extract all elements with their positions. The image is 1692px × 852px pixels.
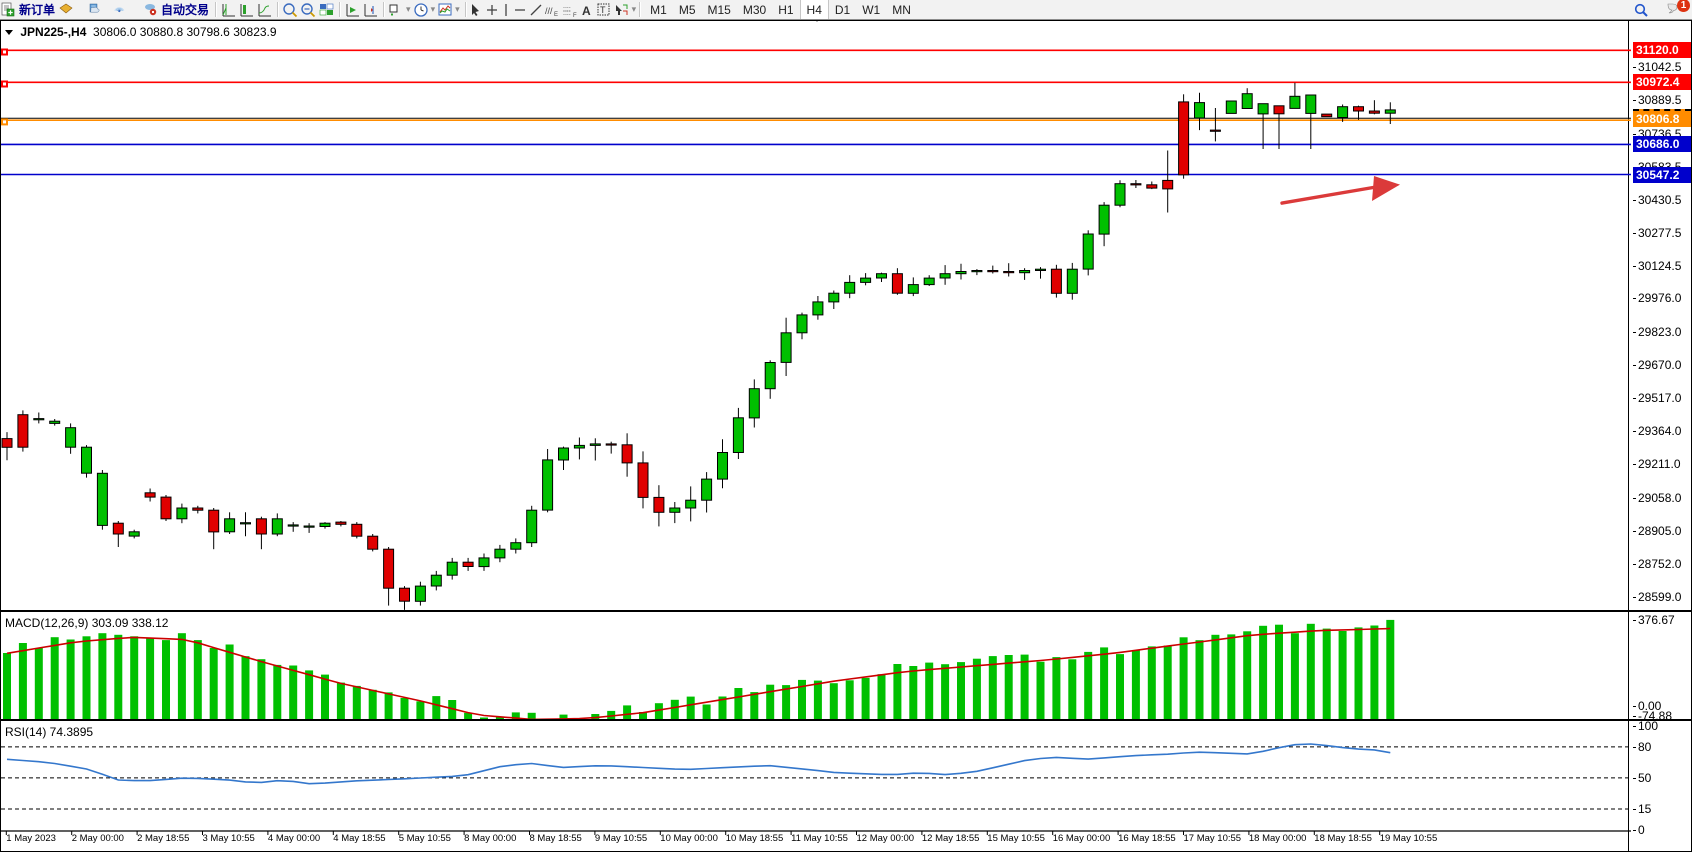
svg-text:F: F: [573, 13, 577, 18]
svg-text:::::: ::::: [563, 10, 571, 17]
svg-text:T: T: [600, 5, 606, 15]
svg-text:A: A: [582, 4, 591, 18]
svg-text:///: ///: [545, 6, 553, 16]
svg-text:E: E: [554, 12, 558, 18]
